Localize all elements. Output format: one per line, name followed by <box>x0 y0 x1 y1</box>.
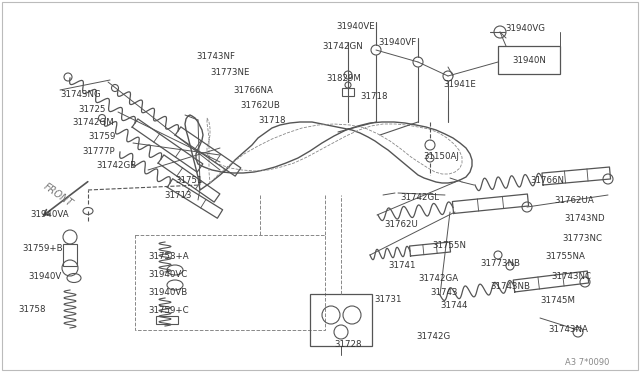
Text: 31940VF: 31940VF <box>378 38 416 47</box>
Text: 31725: 31725 <box>78 105 106 114</box>
Text: 31743NB: 31743NB <box>490 282 530 291</box>
Text: 31743ND: 31743ND <box>564 214 605 223</box>
Bar <box>156 316 178 324</box>
Text: 31940VC: 31940VC <box>148 270 188 279</box>
Text: 31758+A: 31758+A <box>148 252 189 261</box>
Text: 31773NC: 31773NC <box>562 234 602 243</box>
Bar <box>135 235 325 330</box>
Text: 31713: 31713 <box>164 191 191 200</box>
Text: 31728: 31728 <box>334 340 362 349</box>
Text: 31940N: 31940N <box>512 56 546 65</box>
Bar <box>63 244 77 266</box>
Text: 31751: 31751 <box>175 176 202 185</box>
Text: 31742GN: 31742GN <box>322 42 363 51</box>
Bar <box>498 46 560 74</box>
Text: 31743: 31743 <box>430 288 458 297</box>
Text: 31758: 31758 <box>18 305 45 314</box>
Bar <box>310 294 372 346</box>
Text: 31762UA: 31762UA <box>554 196 594 205</box>
Text: 31777P: 31777P <box>82 147 115 156</box>
Text: 31743NG: 31743NG <box>60 90 100 99</box>
Text: 31759: 31759 <box>88 132 115 141</box>
Text: 31759+C: 31759+C <box>148 306 189 315</box>
Text: 31762U: 31762U <box>384 220 418 229</box>
Text: 31940VE: 31940VE <box>336 22 375 31</box>
Text: FRONT: FRONT <box>42 182 74 209</box>
Text: 31755N: 31755N <box>432 241 466 250</box>
Text: 31940V: 31940V <box>28 272 61 281</box>
Text: 31766N: 31766N <box>530 176 564 185</box>
Text: 31742GM: 31742GM <box>72 118 114 127</box>
Text: 31744: 31744 <box>440 301 467 310</box>
Text: 31742G: 31742G <box>416 332 451 341</box>
Text: 31741: 31741 <box>388 261 415 270</box>
Text: 31742GA: 31742GA <box>418 274 458 283</box>
Text: 31940VG: 31940VG <box>505 24 545 33</box>
Text: 31755NA: 31755NA <box>545 252 585 261</box>
Text: A3 7*0090: A3 7*0090 <box>565 358 609 367</box>
Text: 31742GB: 31742GB <box>96 161 136 170</box>
Text: 31150AJ: 31150AJ <box>423 152 459 161</box>
Text: 31941E: 31941E <box>443 80 476 89</box>
Text: 31718: 31718 <box>258 116 285 125</box>
Text: 31762UB: 31762UB <box>240 101 280 110</box>
Text: 31745M: 31745M <box>540 296 575 305</box>
Text: 31743NC: 31743NC <box>551 272 591 281</box>
Text: 31773NB: 31773NB <box>480 259 520 268</box>
Bar <box>342 88 354 96</box>
Text: 31940VB: 31940VB <box>148 288 188 297</box>
Text: 31731: 31731 <box>374 295 401 304</box>
Text: 31940VA: 31940VA <box>30 210 68 219</box>
Text: 31766NA: 31766NA <box>233 86 273 95</box>
Text: 31742GL: 31742GL <box>400 193 439 202</box>
Text: 31759+B: 31759+B <box>22 244 63 253</box>
Text: 31773NE: 31773NE <box>210 68 250 77</box>
Text: 31743NF: 31743NF <box>196 52 235 61</box>
Text: 31743NA: 31743NA <box>548 325 588 334</box>
Text: 31829M: 31829M <box>326 74 361 83</box>
Text: 31718: 31718 <box>360 92 387 101</box>
